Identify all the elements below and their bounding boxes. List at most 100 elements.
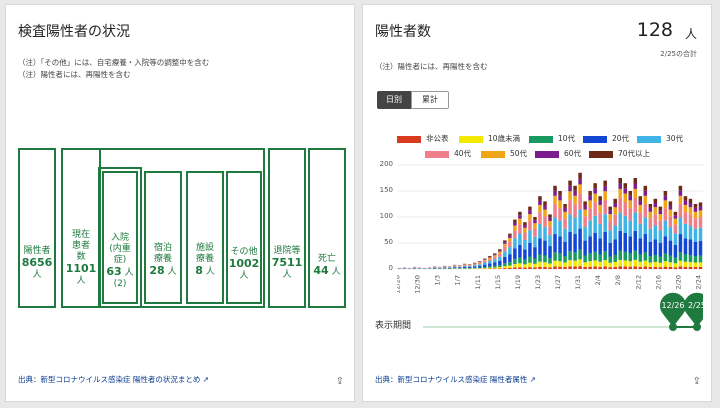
bar-segment	[593, 193, 597, 203]
bar-segment	[633, 212, 638, 231]
bar-segment	[633, 259, 638, 267]
bar-stack	[663, 191, 668, 269]
bar-segment	[593, 183, 597, 189]
bar-segment	[543, 255, 547, 263]
slider-handle-start[interactable]: 12/26	[660, 292, 686, 331]
box-current-unit: 人	[76, 276, 86, 286]
bar-stack	[598, 196, 602, 269]
bar-segment	[533, 217, 537, 221]
bar-segment	[663, 195, 668, 201]
bar-segment	[658, 230, 663, 243]
bar-segment	[623, 232, 628, 252]
bar-segment	[618, 198, 622, 213]
bar-segment	[493, 256, 497, 260]
slider-handle-end[interactable]: 2/25	[684, 292, 703, 331]
bar-segment	[683, 212, 688, 224]
bar-segment	[508, 267, 512, 269]
bar-segment	[508, 265, 512, 268]
bar-segment	[498, 267, 502, 269]
bar-segment	[513, 230, 517, 239]
bar-segment	[653, 203, 658, 208]
bar-segment	[508, 241, 512, 248]
source-link[interactable]: 出典：新型コロナウイルス感染症 陽性者の状況まとめ ↗	[18, 375, 210, 384]
legend-item: 非公表	[397, 133, 449, 144]
bar-segment	[573, 217, 577, 235]
bar-segment	[498, 253, 502, 257]
bar-segment	[658, 262, 663, 268]
bar-segment	[543, 266, 547, 269]
bar-segment	[688, 266, 693, 269]
legend-label: 20代	[612, 134, 630, 143]
bar-segment	[488, 256, 492, 258]
bar-segment	[583, 216, 587, 228]
bar-segment	[583, 201, 587, 206]
bar-stack	[533, 217, 537, 269]
bar-segment	[648, 211, 653, 219]
bar-segment	[588, 208, 592, 221]
share-icon[interactable]: ⇪	[692, 376, 701, 387]
bar-segment	[483, 258, 487, 260]
bar-segment	[608, 220, 612, 231]
bar-segment	[523, 239, 527, 250]
bar-segment	[588, 200, 592, 209]
bar-segment	[563, 241, 567, 256]
bar-segment	[658, 256, 663, 263]
bar-segment	[683, 204, 688, 213]
bar-segment	[598, 254, 602, 262]
bar-stack	[402, 267, 407, 269]
bar-segment	[678, 195, 683, 205]
bar-stack	[543, 201, 547, 269]
bar-segment	[513, 222, 517, 226]
legend-swatch	[397, 135, 421, 143]
box-death-label: 死亡	[317, 254, 336, 264]
y-tick: 200	[379, 160, 393, 168]
bar-segment	[583, 240, 587, 256]
bar-segment	[598, 238, 602, 255]
bar-segment	[498, 268, 502, 269]
share-icon[interactable]: ⇪	[335, 376, 344, 387]
bar-segment	[452, 266, 457, 268]
period-slider[interactable]: 12/26 2/25	[423, 289, 703, 339]
bar-segment	[653, 225, 658, 240]
bar-segment	[478, 262, 482, 265]
bar-segment	[503, 242, 507, 244]
legend-swatch	[459, 135, 483, 143]
bar-segment	[457, 266, 462, 268]
bar-segment	[608, 214, 612, 221]
bar-segment	[533, 223, 537, 229]
bar-segment	[432, 267, 437, 268]
x-tick-label: 12/26	[397, 275, 402, 293]
bar-segment	[483, 267, 487, 269]
bar-segment	[553, 190, 557, 196]
bar-segment	[478, 267, 482, 269]
bar-segment	[563, 267, 567, 269]
bar-segment	[573, 190, 577, 196]
bar-stack	[538, 196, 542, 269]
toggle-cumulative[interactable]: 累計	[411, 91, 449, 109]
bar-segment	[462, 267, 467, 269]
bar-segment	[483, 260, 487, 263]
toggle-daily[interactable]: 日別	[377, 91, 411, 109]
box-hospital: 入院(内重症) 63 人 (2)	[102, 171, 138, 304]
bar-segment	[493, 259, 497, 263]
bar-segment	[668, 216, 673, 228]
bar-segment	[568, 251, 572, 261]
box-death: 死亡 44 人	[308, 148, 346, 308]
bar-segment	[518, 257, 522, 264]
bar-segment	[533, 267, 537, 269]
bar-segment	[478, 262, 482, 263]
note: （注）陽性者には、再陽性を含む	[375, 62, 488, 71]
bar-stack	[653, 198, 658, 269]
bar-segment	[462, 266, 467, 268]
bar-segment	[673, 257, 678, 264]
bar-segment	[593, 202, 597, 216]
note-1: （注）「その他」には、自宅療養・入院等の調整中を含む	[18, 58, 210, 67]
bar-segment	[508, 247, 512, 255]
bar-segment	[683, 238, 688, 255]
bar-segment	[648, 207, 653, 212]
box-other-value: 1002	[228, 257, 260, 270]
bar-segment	[673, 211, 678, 216]
bar-segment	[583, 266, 587, 269]
source-link[interactable]: 出典：新型コロナウイルス感染症 陽性者属性 ↗	[375, 375, 537, 384]
bar-segment	[598, 212, 602, 224]
